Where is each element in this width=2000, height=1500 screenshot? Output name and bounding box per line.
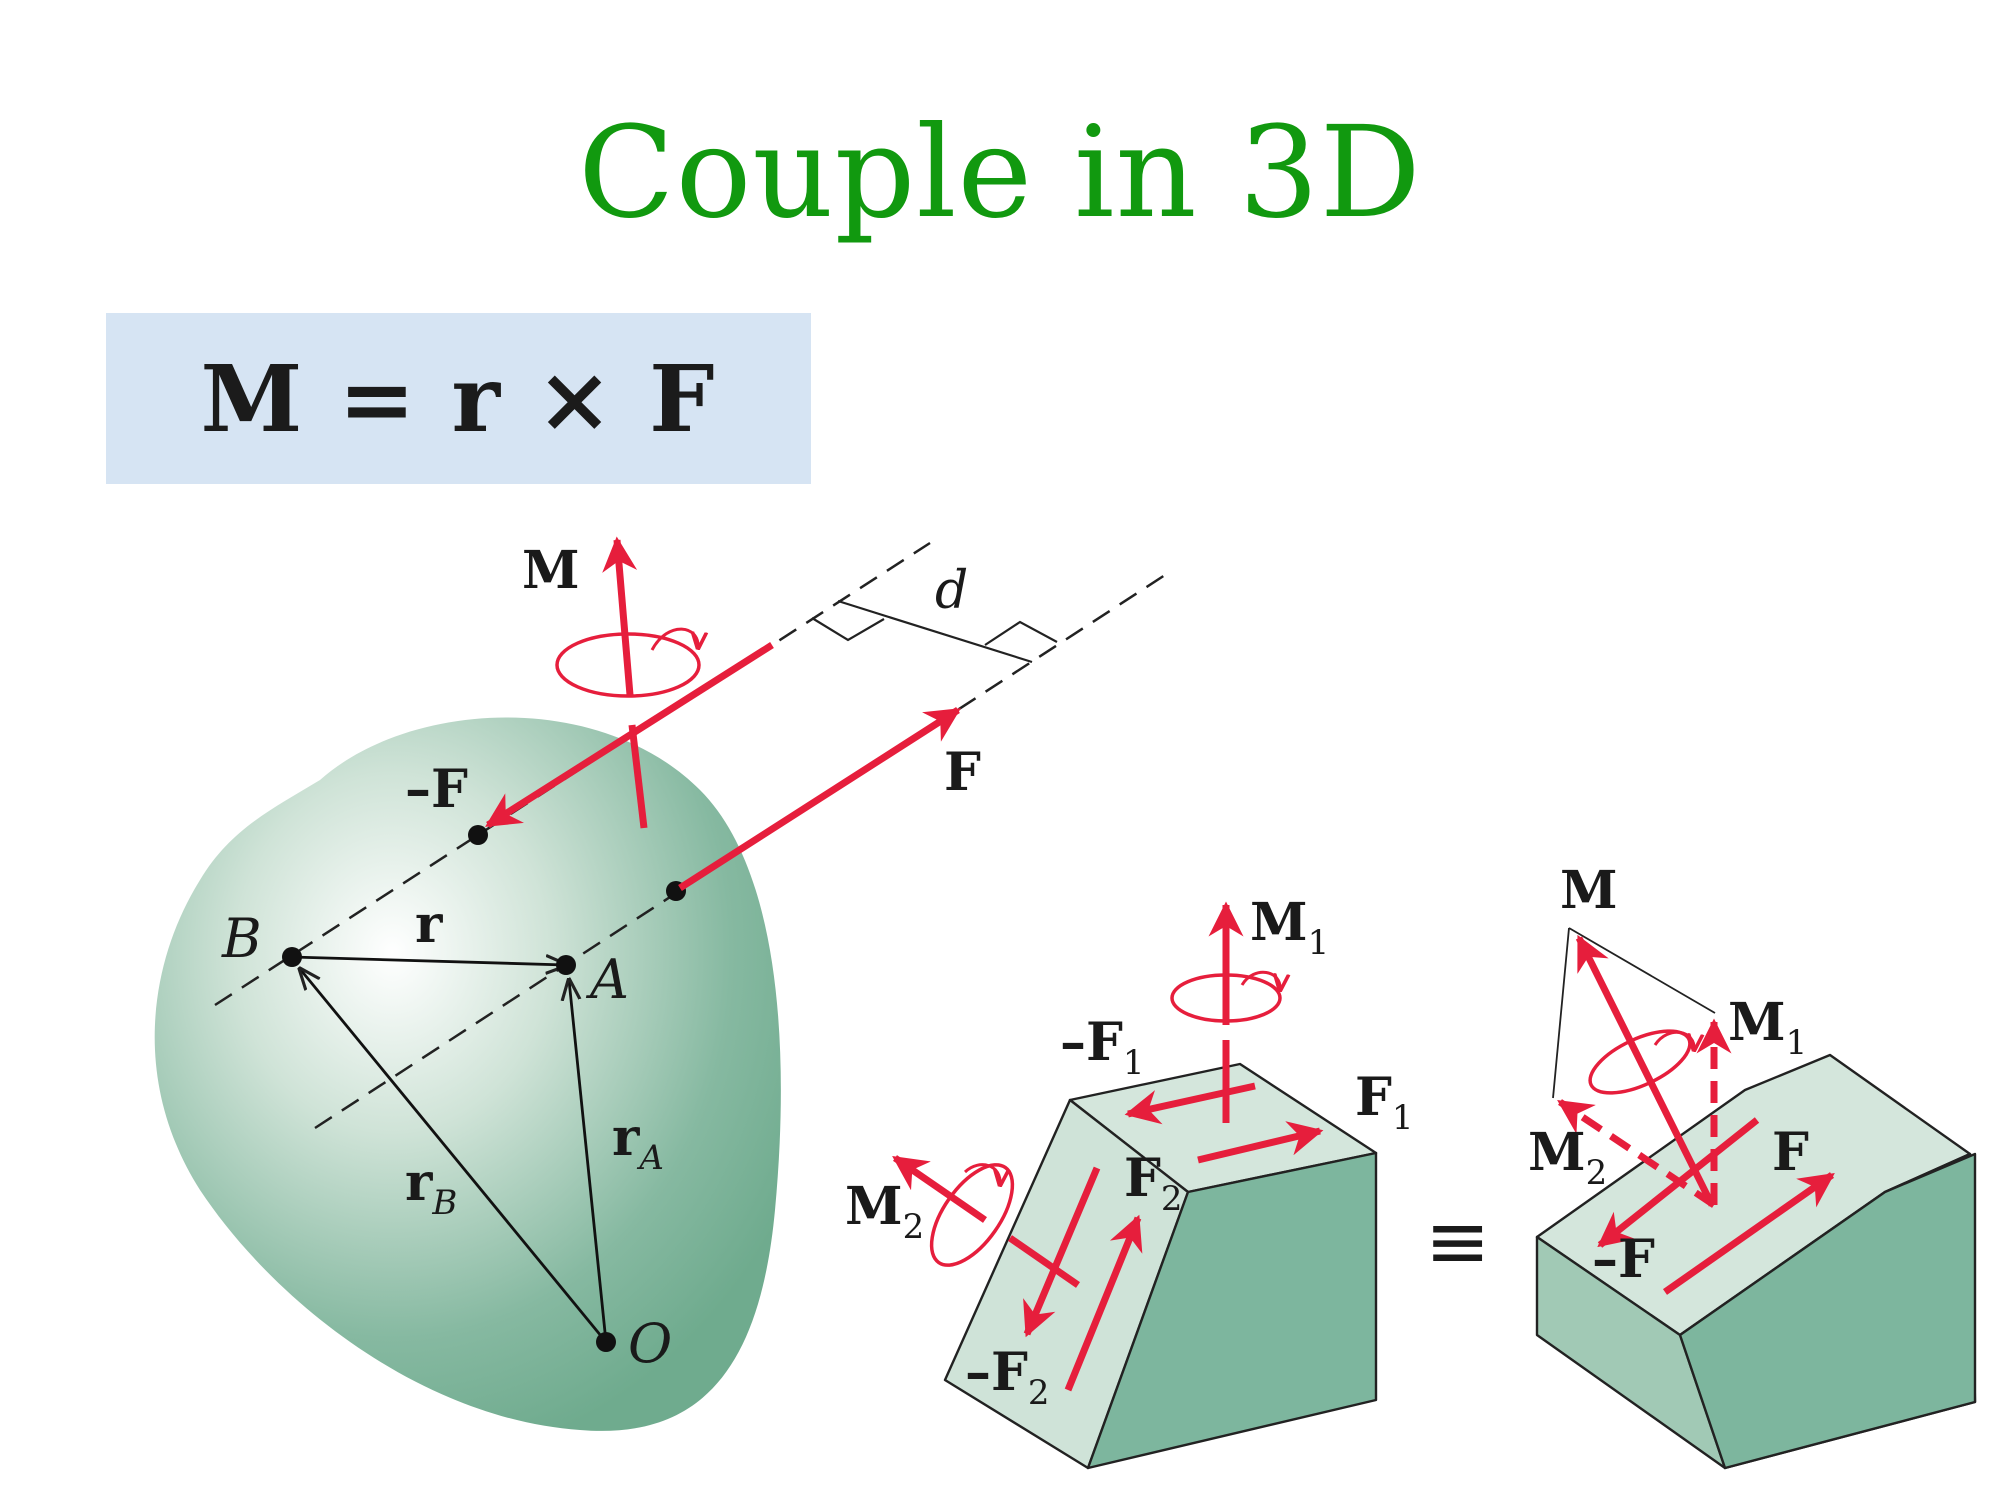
label-m1: M1 <box>1250 892 1329 963</box>
line-of-action-f <box>314 573 1166 1130</box>
right-figure <box>1535 1053 1977 1470</box>
label-m2: M2 <box>845 1176 924 1247</box>
label-d: d <box>935 561 968 621</box>
moment-m2-dashed <box>1557 1099 1716 1208</box>
moment-m2-circulation <box>929 1163 1015 1267</box>
distance-d-indicator <box>811 599 1058 664</box>
formula-box: M = r × F <box>106 313 811 484</box>
force-f1-arrow <box>1197 1121 1324 1164</box>
label-m: M <box>522 540 580 601</box>
middle-forces <box>892 901 1324 1392</box>
label-a: A <box>585 948 629 1011</box>
parallelogram-side-1 <box>1568 927 1716 1014</box>
moment-m-vector <box>555 536 699 829</box>
label-f-right: F <box>1772 1122 1809 1183</box>
label-r-a: rA <box>612 1107 664 1178</box>
label-r: r <box>415 894 443 955</box>
label-f1: F1 <box>1355 1067 1414 1138</box>
label-f2: F2 <box>1124 1148 1183 1219</box>
force-neg-f1-arrow <box>1124 1082 1256 1125</box>
left-figure: d M F –F B A O r rA rB <box>154 536 1166 1431</box>
label-b: B <box>221 907 262 970</box>
moment-m-resultant <box>1575 934 1716 1207</box>
point-neg-f-application <box>468 825 488 845</box>
page-title: Couple in 3D <box>578 99 1422 246</box>
force-neg-f-resultant-arrow <box>1597 1117 1760 1248</box>
point-a <box>556 955 576 975</box>
label-neg-f1: –F1 <box>1060 1012 1145 1083</box>
label-neg-f: –F <box>405 759 468 820</box>
block2-front-face <box>1678 1152 1977 1470</box>
moment-m1-circulation <box>1170 973 1282 1023</box>
vector-r <box>291 957 566 965</box>
label-r-b: rB <box>405 1152 457 1223</box>
parallelogram-side-2 <box>1552 927 1570 1099</box>
moment-formula: M = r × F <box>200 344 717 453</box>
label-m2-right: M2 <box>1528 1122 1607 1193</box>
point-b <box>282 947 302 967</box>
force-neg-f2-arrow <box>1023 1166 1101 1338</box>
rigid-body-blob <box>154 717 781 1431</box>
label-f: F <box>944 742 981 803</box>
point-o <box>596 1332 616 1352</box>
label-neg-f2: –F2 <box>965 1342 1050 1413</box>
vector-r-b <box>300 969 608 1343</box>
label-neg-f-right: –F <box>1592 1229 1655 1290</box>
block-front-face <box>1086 1151 1378 1470</box>
label-m-resultant: M <box>1560 860 1618 921</box>
moment-m2-arrow <box>892 1155 987 1223</box>
vector-r-a <box>569 980 608 1343</box>
force-f2-arrow <box>1064 1214 1143 1392</box>
force-f-arrow <box>678 707 961 891</box>
moment-m2-shaft <box>1008 1235 1080 1288</box>
label-m1-right: M1 <box>1728 992 1807 1063</box>
label-o: O <box>628 1312 672 1375</box>
force-f-resultant-arrow <box>1662 1172 1835 1295</box>
middle-figure <box>943 1062 1378 1470</box>
right-forces <box>1552 927 1835 1295</box>
equivalence-symbol: ≡ <box>1425 1197 1490 1287</box>
